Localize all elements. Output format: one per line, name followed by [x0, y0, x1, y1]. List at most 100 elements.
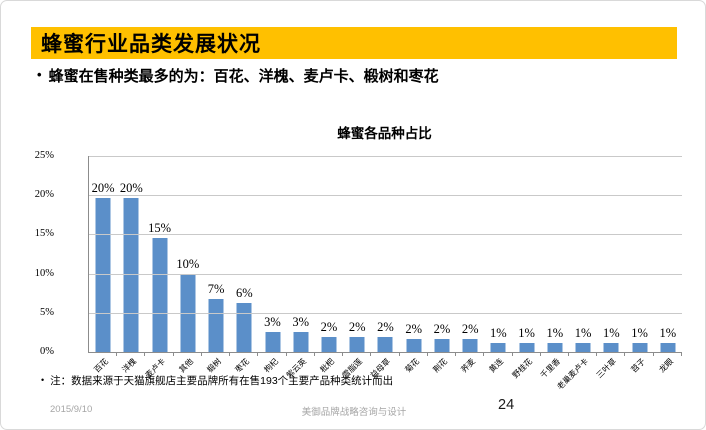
bar-value-label: 3%: [292, 314, 310, 329]
bar-slot: 20% 洋槐: [117, 156, 146, 374]
bar-value-label: 10%: [176, 257, 200, 272]
bar-value-label: 20%: [91, 180, 115, 195]
bar-value-label: 1%: [659, 325, 677, 340]
bar: [152, 237, 168, 352]
x-axis-category-label: 三叶草: [595, 356, 619, 381]
x-axis-tick: [426, 352, 428, 356]
bullet-icon: •: [37, 67, 42, 82]
source-note-text: 注：数据来源于天猫旗舰店主要品牌所有在售193个主要产品种类统计而出: [50, 375, 394, 387]
bar-value-label: 20%: [119, 180, 143, 195]
bar-slot: 1% 三叶草: [595, 156, 626, 380]
bar: [95, 197, 111, 352]
slide-title: 蜂蜜行业品类发展状况: [41, 33, 261, 56]
bar: [377, 337, 393, 352]
slide-page-number: 24: [498, 397, 515, 413]
bar: [293, 331, 309, 352]
bar-slot: 1% 龙眼: [654, 156, 682, 374]
x-axis-tick: [455, 352, 457, 356]
bar-slot: 15% 麦卢卡: [143, 156, 174, 380]
bar-slot: 2% 枇杷: [315, 156, 344, 374]
x-axis-tick: [483, 352, 485, 356]
x-axis-category-label: 野桂花: [510, 356, 534, 381]
bar: [123, 197, 139, 352]
bar-value-label: 1%: [602, 325, 620, 340]
bar: [575, 342, 591, 352]
x-axis-category-label: 龙眼: [657, 356, 675, 375]
x-axis-category-label: 千里香: [538, 356, 562, 381]
y-axis-tick-label: 20%: [34, 189, 54, 201]
x-axis-tick: [511, 352, 513, 356]
bullet-text: 蜂蜜在售种类最多的为：百花、洋槐、麦卢卡、椴树和枣花: [48, 68, 439, 85]
bar-slot: 2% 雪脂莲: [341, 156, 372, 380]
slide-title-bar: 蜂蜜行业品类发展状况: [31, 27, 677, 59]
bar-value-label: 3%: [264, 314, 281, 329]
bar-slot: 2% 益母草: [369, 156, 400, 380]
bar-value-label: 1%: [574, 325, 592, 340]
footer-company: 美御品牌战略咨询与设计: [301, 407, 407, 418]
bar-value-label: 1%: [518, 325, 535, 340]
bar-slot: 1% 野桂花: [510, 156, 541, 380]
x-axis-tick: [172, 352, 174, 356]
bar: [660, 342, 676, 352]
x-axis-tick: [680, 352, 682, 356]
x-axis-tick: [652, 352, 654, 356]
bar-value-label: 1%: [546, 325, 564, 340]
x-axis-category-label: 荞麦: [459, 356, 478, 375]
x-axis-tick: [624, 352, 626, 356]
bar: [265, 331, 281, 352]
x-axis-tick: [342, 352, 344, 356]
y-axis-tick-label: 10%: [34, 267, 54, 279]
x-axis-tick: [539, 352, 541, 356]
x-axis-category-label: 菊花: [403, 356, 421, 375]
x-axis-tick: [285, 352, 287, 356]
gridline-15%: [89, 234, 682, 236]
y-axis-tick-label: 0%: [40, 346, 54, 357]
x-axis-tick: [200, 352, 202, 356]
x-axis-category-label: 苕子: [628, 356, 647, 375]
x-axis-tick: [144, 352, 146, 356]
bar-value-label: 15%: [148, 220, 172, 235]
gridline-25%: [89, 156, 682, 157]
chart-title: 蜂蜜各品种占比: [337, 126, 432, 141]
bar: [434, 339, 450, 352]
x-axis-tick: [398, 352, 400, 356]
bar-value-label: 7%: [207, 282, 225, 297]
bar: [490, 342, 506, 352]
bar: [236, 303, 252, 352]
bar-slot: 20% 百花: [89, 156, 118, 374]
bar: [603, 342, 619, 352]
bar: [632, 342, 648, 352]
bar-slot: 3% 枸杞: [258, 156, 287, 374]
y-axis-tick-label: 25%: [34, 150, 54, 161]
bar-slot: 10% 其他: [174, 156, 202, 374]
bar: [349, 337, 365, 352]
bar-value-label: 6%: [235, 286, 253, 301]
bullet-line: • 蜂蜜在售种类最多的为：百花、洋槐、麦卢卡、椴树和枣花: [37, 65, 439, 86]
bar: [547, 342, 563, 352]
source-note-line: • 注：数据来源于天猫旗舰店主要品牌所有在售193个主要产品种类统计而出: [41, 373, 393, 388]
bar-value-label: 2%: [348, 320, 366, 335]
note-bullet-icon: •: [41, 375, 45, 385]
bar: [462, 339, 478, 352]
bar: [519, 342, 535, 352]
bar: [208, 299, 224, 352]
bar-series: 20% 百花 20% 洋槐 15% 麦卢卡 10% 其他 7% 椴树 6% 枣花 3% 枸杞 3% 紫云英 2%…: [89, 156, 682, 391]
bar-value-label: 2%: [320, 320, 338, 335]
bar-slot: 1% 千里香: [539, 156, 569, 380]
gridline-5%: [89, 312, 682, 314]
bar: [321, 337, 337, 352]
bar-slot: 6% 枣花: [230, 156, 259, 374]
x-axis-tick: [370, 352, 372, 356]
bar-slot: 7% 椴树: [202, 156, 231, 374]
bar-value-label: 2%: [433, 322, 451, 337]
bar-slot: 3% 紫云英: [285, 156, 315, 380]
bar-slot: 2% 菊花: [400, 156, 428, 374]
bar-value-label: 2%: [461, 322, 479, 337]
footer-date: 2015/9/10: [50, 404, 93, 415]
bar-value-label: 1%: [490, 325, 507, 340]
bar: [406, 339, 422, 352]
x-axis-tick: [313, 352, 315, 356]
bar-slot: 1% 老巢麦卢卡: [556, 156, 598, 391]
x-axis-tick: [116, 352, 118, 356]
